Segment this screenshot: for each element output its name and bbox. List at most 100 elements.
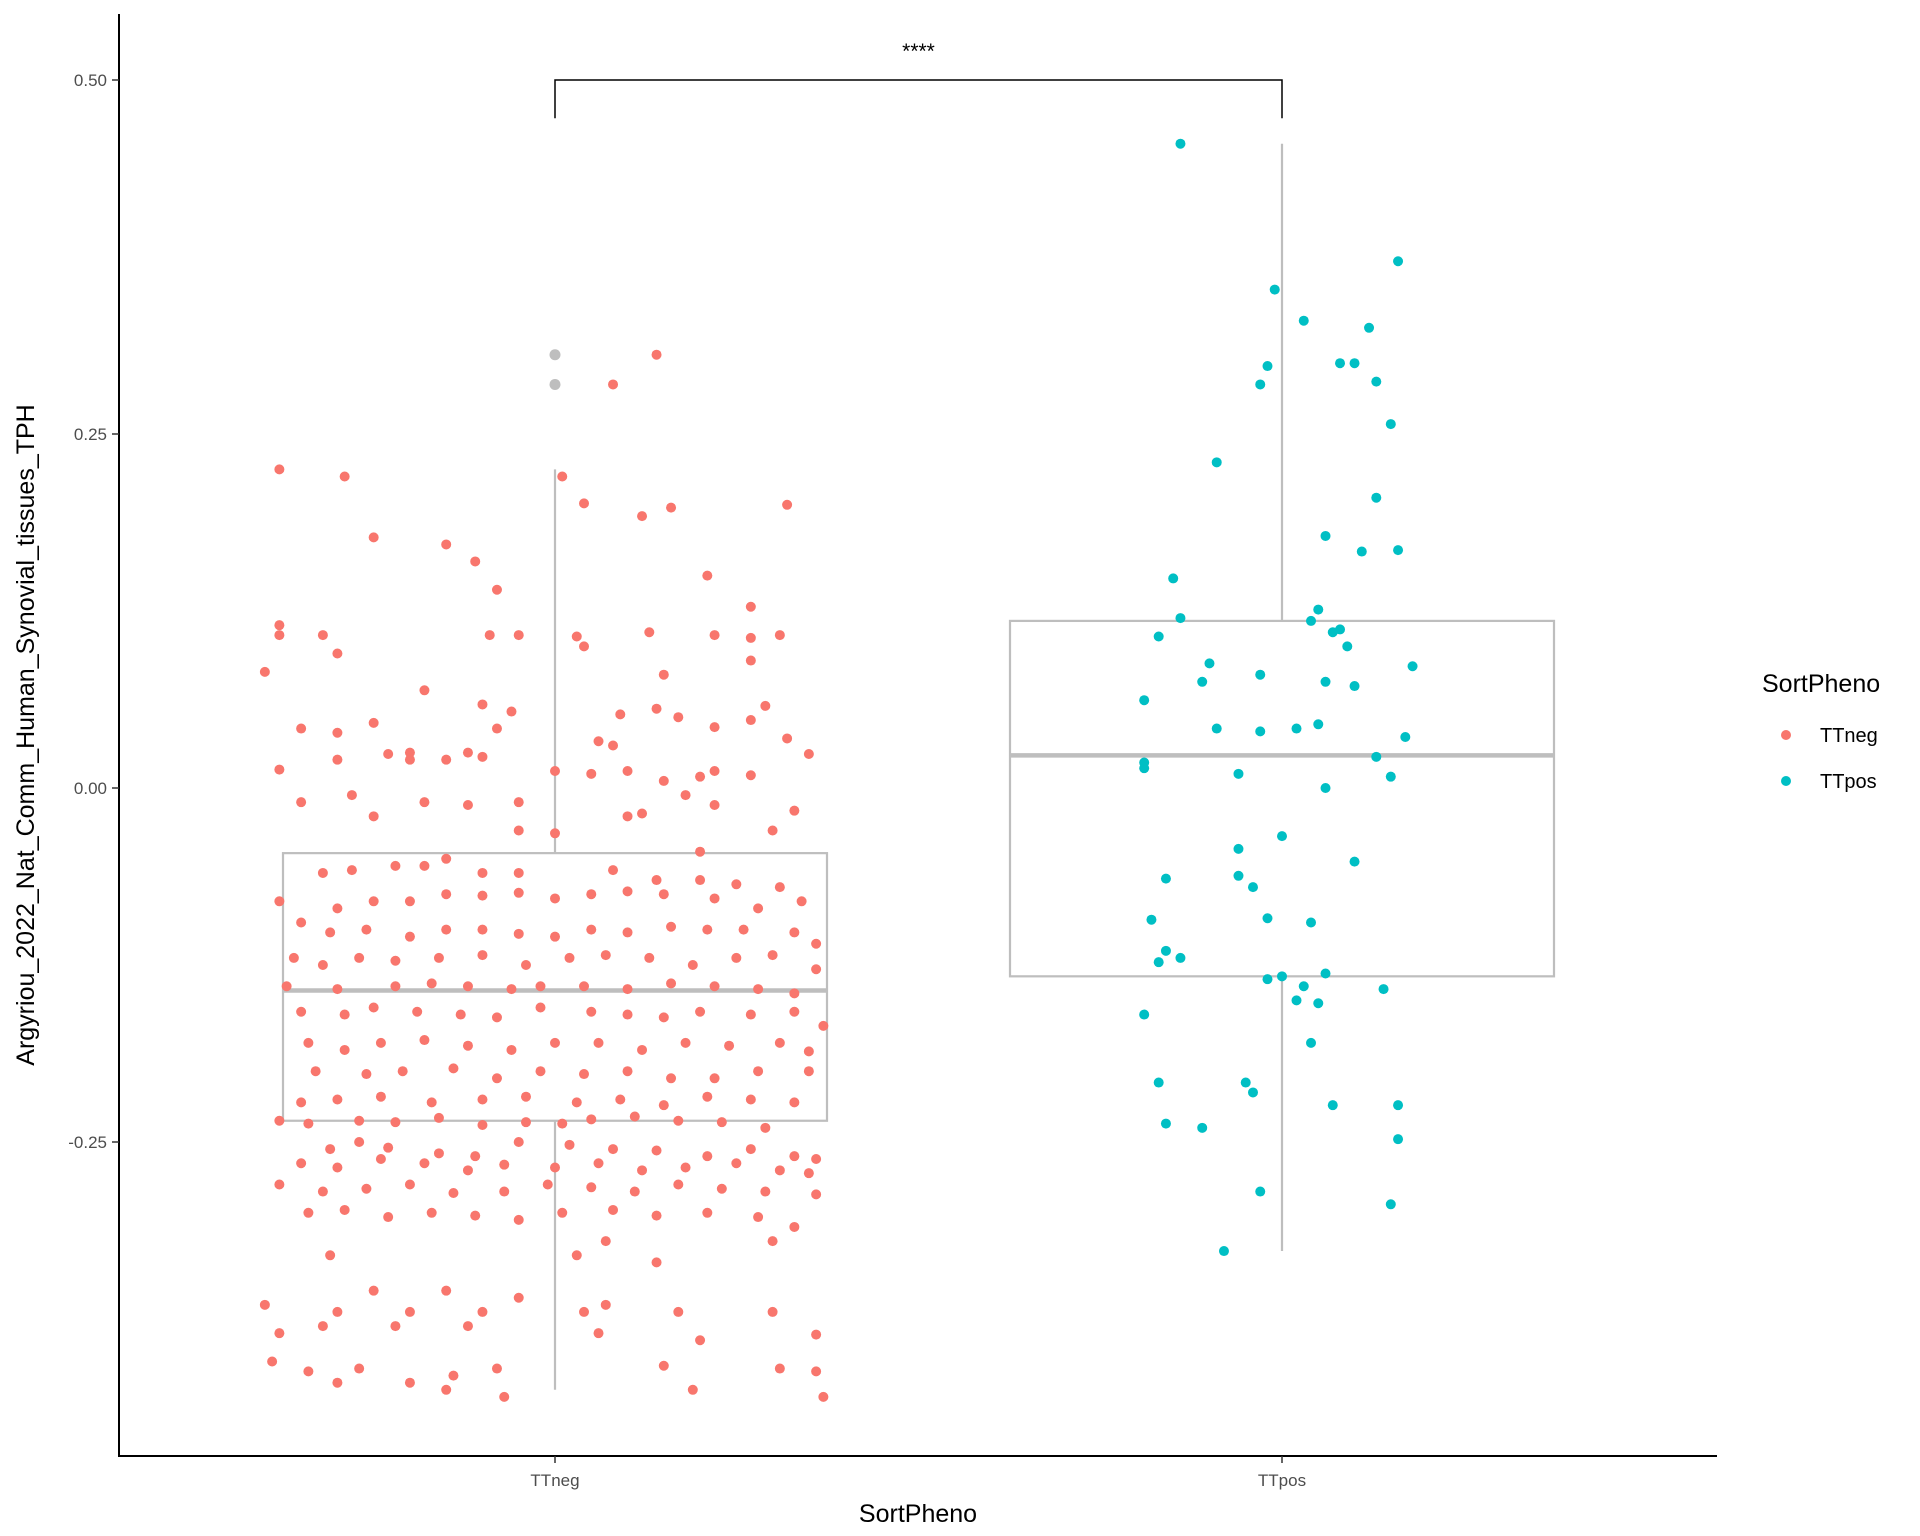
data-point [1313,719,1324,730]
data-point [339,1044,350,1055]
data-point [629,1186,640,1197]
data-point [695,846,706,857]
data-point [390,1117,401,1128]
legend: SortPheno TTneg TTpos [1762,670,1880,793]
data-point [513,797,524,808]
y-tick-label: 0.25 [74,425,107,444]
data-point [433,952,444,963]
data-point [600,1236,611,1247]
data-point [462,981,473,992]
data-point [1247,1087,1258,1098]
data-point [506,984,517,995]
data-point [767,825,778,836]
data-point [542,1179,553,1190]
data-point [1197,1122,1208,1133]
data-point [419,797,430,808]
data-point [586,1006,597,1017]
data-point [1393,545,1404,556]
data-point [1364,322,1375,333]
data-point [499,1186,510,1197]
data-point [695,1006,706,1017]
y-tick-label: 0.50 [74,71,107,90]
data-point [477,699,488,710]
data-point [267,1356,278,1367]
data-point [274,1179,285,1190]
data-point [317,1186,328,1197]
data-point [586,889,597,900]
significance-label: **** [902,40,935,63]
data-point [412,1006,423,1017]
data-point [1211,457,1222,468]
data-point [680,1162,691,1173]
data-point [296,723,307,734]
data-point [680,1037,691,1048]
legend-label-ttpos: TTpos [1820,771,1877,793]
data-point [745,1094,756,1105]
data-point [1160,1118,1171,1129]
data-point [1393,1100,1404,1111]
data-point [506,1044,517,1055]
data-point [724,1040,735,1051]
data-point [477,867,488,878]
data-point [760,1186,771,1197]
data-point [1255,669,1266,680]
data-point [368,717,379,728]
data-point [477,924,488,935]
data-point [419,685,430,696]
legend-swatch-ttneg [1781,730,1791,740]
data-point [1306,1037,1317,1048]
data-point [383,1212,394,1223]
data-point [325,927,336,938]
data-point [448,1187,459,1198]
data-point [1385,771,1396,782]
data-point [513,825,524,836]
data-point [1233,870,1244,881]
data-point [419,1035,430,1046]
data-point [296,1006,307,1017]
data-point [491,723,502,734]
data-point [571,1097,582,1108]
box-iqr [1008,619,1556,978]
data-point [550,1037,560,1048]
y-axis-title: Argyriou_2022_Nat_Comm_Human_Synovial_ti… [12,404,40,1065]
y-tick-label: -0.25 [68,1133,107,1152]
data-point [491,1073,502,1084]
data-point [1349,681,1360,692]
data-point [535,1066,546,1077]
data-point [745,770,756,781]
data-point [368,532,379,543]
data-point [586,768,597,779]
box-ttneg [281,349,829,1390]
data-point [615,709,626,720]
data-point [651,1210,662,1221]
data-point [354,1363,365,1374]
data-point [1371,376,1382,387]
data-point [687,1384,698,1395]
data-point [303,1366,314,1377]
legend-swatch-ttpos [1781,776,1791,786]
data-point [1407,661,1418,672]
data-point [1204,658,1215,669]
data-point [1393,256,1404,267]
data-point [1269,284,1280,295]
data-point [593,1328,604,1339]
data-point [673,1306,684,1317]
data-point [745,1009,756,1020]
data-point [1298,315,1309,326]
data-point [600,1299,611,1310]
data-point [520,960,531,970]
data-point [477,1094,488,1105]
data-point [404,1306,415,1317]
data-point [259,1299,270,1310]
data-point [332,1306,343,1317]
data-point [1146,914,1157,925]
data-point [1349,856,1360,867]
data-point [441,1285,452,1296]
data-point [1277,831,1287,842]
data-point [651,1257,662,1268]
data-point [586,924,597,935]
data-point [433,1112,444,1123]
data-point [1175,138,1186,149]
data-point [622,984,633,995]
data-point [593,736,604,747]
